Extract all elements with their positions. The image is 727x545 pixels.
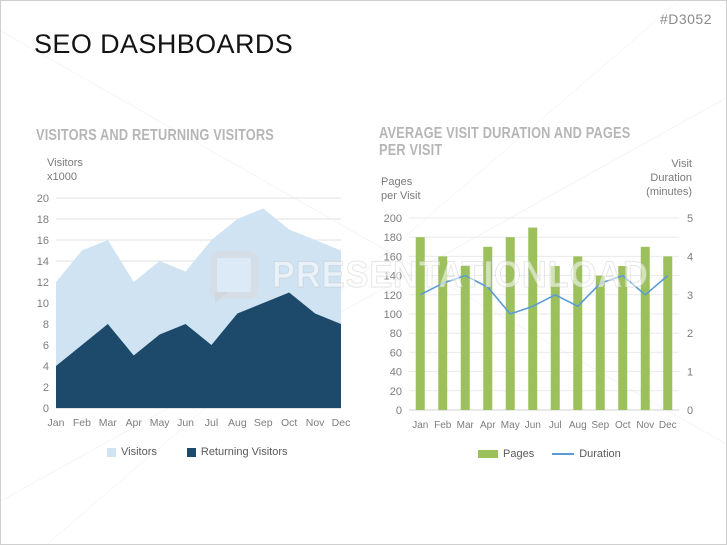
x-category-label: May [501, 420, 520, 431]
duration-swatch [552, 453, 575, 455]
left-y-tick-label: 20 [390, 386, 402, 398]
bar-pages [550, 266, 560, 410]
x-category-label: Aug [228, 417, 247, 429]
bar-pages [640, 246, 650, 410]
y-tick-label: 4 [43, 361, 49, 373]
legend-item-duration: Duration [552, 448, 621, 460]
bar-pages [438, 256, 448, 410]
bar-pages [618, 266, 628, 410]
area-series-returning-visitors [56, 292, 341, 408]
right-y-tick-label: 4 [687, 251, 693, 263]
pages-duration-combo-chart: 0 20 40 60 80 100 120 140 160 180 200 0 1 2 3 4 5 Jan Feb M… [384, 213, 693, 431]
legend-label: Visitors [121, 446, 157, 458]
y-tick-label: 18 [37, 214, 49, 226]
right-chart-left-axis-title: Pages per Visit [381, 176, 421, 202]
x-category-label: Jan [48, 417, 65, 429]
legend-label: Duration [579, 448, 621, 460]
left-y-tick-label: 0 [396, 405, 402, 417]
right-y-tick-label: 3 [687, 290, 693, 302]
x-category-label: Mar [99, 417, 118, 429]
x-category-label: Oct [615, 420, 631, 431]
x-category-label: Jul [205, 417, 218, 429]
bar-pages [528, 227, 538, 410]
line-duration [419, 274, 669, 315]
x-category-label: Apr [126, 417, 143, 429]
legend-label: Pages [503, 448, 535, 460]
x-category-label: Aug [569, 420, 587, 431]
y-tick-label: 20 [37, 193, 49, 205]
bar-pages [663, 256, 673, 410]
x-category-label: Jul [549, 420, 562, 431]
pages-swatch [478, 450, 498, 458]
legend-label: Returning Visitors [200, 446, 288, 458]
x-category-label: Jun [177, 417, 194, 429]
bar-pages [595, 275, 605, 410]
legend-item-returning-visitors: Returning Visitors [186, 446, 288, 458]
left-chart-y-axis-title: Visitors x1000 [47, 157, 83, 183]
x-category-label: Feb [73, 417, 91, 429]
left-y-tick-label: 40 [390, 367, 402, 379]
legend-item-visitors: Visitors [107, 446, 157, 458]
left-y-tick-label: 160 [384, 251, 402, 263]
x-category-label: Dec [332, 417, 351, 429]
bar-pages [573, 256, 583, 410]
x-category-label: Jun [525, 420, 541, 431]
x-category-label: Feb [434, 420, 452, 431]
left-y-tick-label: 140 [384, 271, 402, 283]
y-tick-label: 6 [43, 340, 49, 352]
x-category-label: Oct [281, 417, 297, 429]
page-title: SEO DASHBOARDS [34, 29, 294, 59]
x-category-label: Dec [659, 420, 677, 431]
left-y-tick-label: 60 [390, 347, 402, 359]
right-chart-title: AVERAGE VISIT DURATION AND PAGES PER VIS… [379, 125, 631, 159]
x-category-label: Sep [254, 417, 273, 429]
left-chart-title: VISITORS AND RETURNING VISITORS [36, 127, 274, 144]
returning-visitors-swatch [186, 447, 196, 457]
y-tick-label: 16 [37, 235, 49, 247]
slide-code: #D3052 [659, 11, 712, 27]
x-category-label: Apr [480, 420, 496, 431]
left-y-tick-label: 80 [390, 328, 402, 340]
visitors-area-chart: 0 2 4 6 8 10 12 14 16 18 20 Jan Feb Mar Apr May Jun Jul Au… [37, 193, 351, 429]
right-chart-legend: Pages Duration [478, 448, 621, 460]
bar-pages [415, 237, 425, 410]
bar-pages [483, 246, 493, 410]
y-tick-label: 8 [43, 319, 49, 331]
right-y-tick-label: 0 [687, 405, 693, 417]
left-y-tick-label: 180 [384, 232, 402, 244]
x-category-label: May [150, 417, 171, 429]
y-tick-label: 0 [43, 403, 49, 415]
x-category-label: Mar [457, 420, 475, 431]
y-tick-label: 14 [37, 256, 49, 268]
bar-pages [505, 237, 515, 410]
y-tick-label: 12 [37, 277, 49, 289]
right-y-tick-label: 5 [687, 213, 693, 225]
left-y-tick-label: 100 [384, 309, 402, 321]
left-y-tick-label: 200 [384, 213, 402, 225]
legend-item-pages: Pages [478, 448, 534, 460]
right-y-tick-label: 1 [687, 367, 693, 379]
visitors-swatch [107, 447, 116, 457]
x-category-label: Sep [591, 420, 609, 431]
left-y-tick-label: 120 [384, 290, 402, 302]
x-category-label: Nov [306, 417, 325, 429]
x-category-label: Nov [636, 420, 654, 431]
y-tick-label: 10 [37, 298, 49, 310]
bar-pages [460, 266, 470, 410]
right-y-tick-label: 2 [687, 328, 693, 340]
y-tick-label: 2 [43, 382, 49, 394]
x-category-label: Jan [412, 420, 428, 431]
left-chart-legend: Visitors Returning Visitors [107, 446, 288, 458]
right-chart-right-axis-title: Visit Duration (minutes) [646, 158, 692, 198]
